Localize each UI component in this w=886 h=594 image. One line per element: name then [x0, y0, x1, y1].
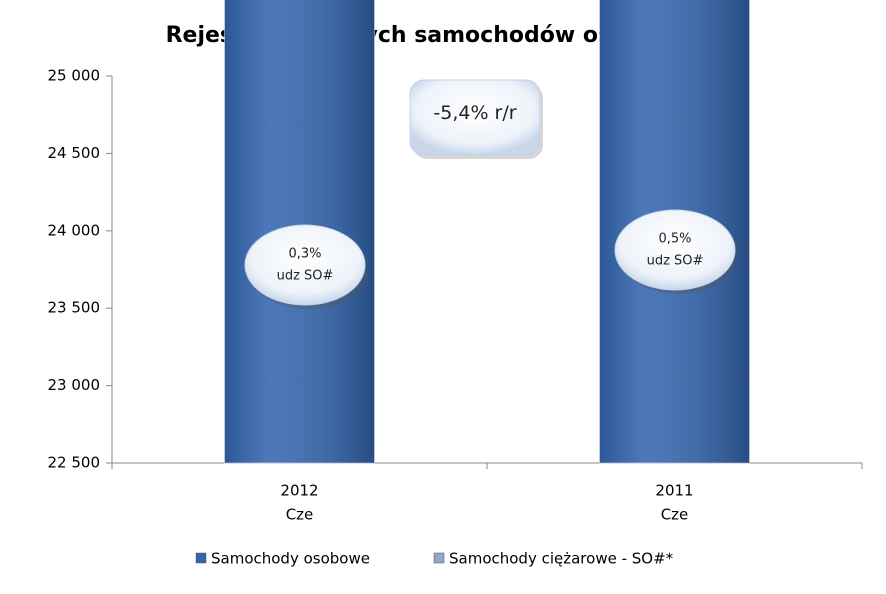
legend-label: Samochody ciężarowe - SO#*: [449, 550, 674, 568]
annotation-text: -5,4% r/r: [433, 102, 516, 124]
y-tick-label: 25 000: [48, 67, 101, 85]
annotation-bubble: [614, 209, 736, 291]
legend-swatch: [433, 552, 445, 564]
legend-label: Samochody osobowe: [211, 550, 370, 568]
annotation-text: udz SO#: [277, 269, 334, 284]
annotation-bubble: [244, 224, 366, 306]
y-tick-label: 22 500: [48, 454, 101, 472]
annotation-box: [409, 79, 541, 156]
x-tick-sublabel: Cze: [661, 506, 689, 524]
y-tick-label: 23 500: [48, 299, 101, 317]
annotation-text: udz SO#: [647, 254, 704, 269]
annotation-text: 0,3%: [288, 247, 321, 262]
x-tick-label: 2011: [655, 482, 693, 500]
y-tick-label: 24 000: [48, 221, 101, 239]
annotation-text: 0,5%: [658, 232, 691, 247]
x-tick-label: 2012: [280, 482, 318, 500]
legend-swatch: [195, 552, 207, 564]
y-tick-label: 23 000: [48, 376, 101, 394]
x-tick-sublabel: Cze: [286, 506, 314, 524]
y-tick-label: 24 500: [48, 144, 101, 162]
